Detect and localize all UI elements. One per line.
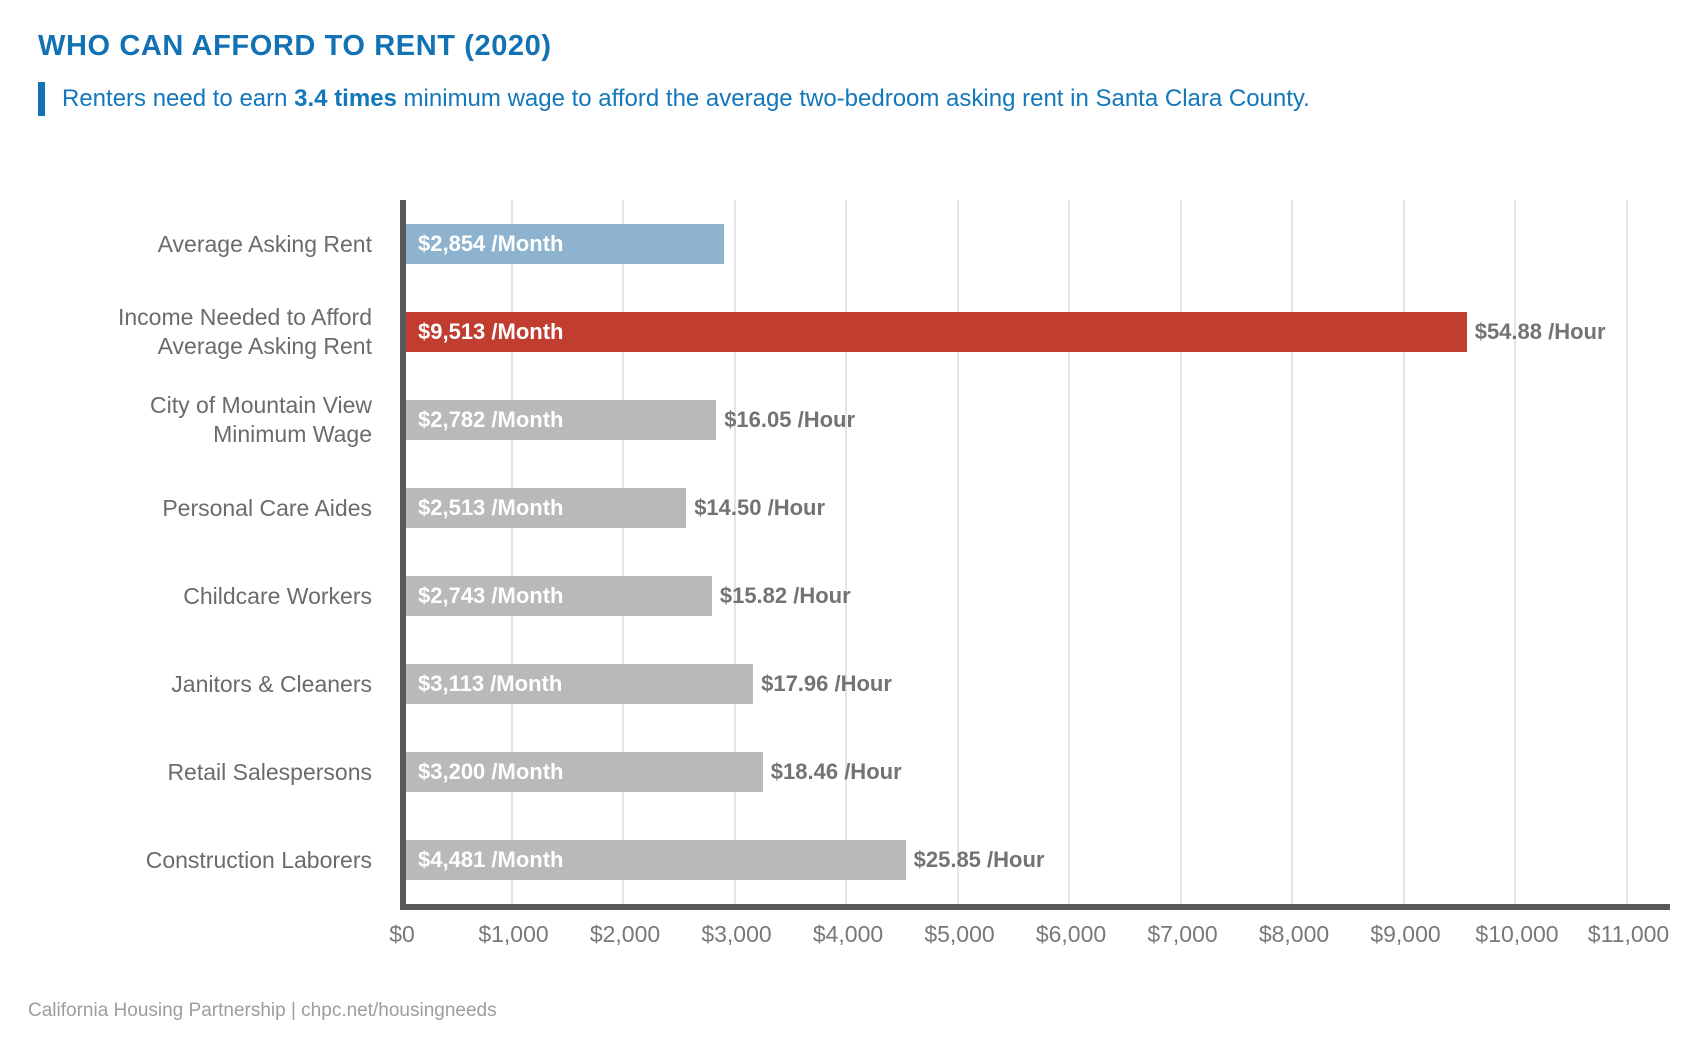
bar-value-label: $4,481 /Month [418,847,564,872]
bar-row: Retail Salespersons $3,200 /Month $18.46 /… [0,728,1693,816]
bar-value-label: $2,782 /Month [418,407,564,432]
bar-value-label: $3,113 /Month [418,671,563,696]
gridline [1402,200,1405,906]
bar-wrap: $2,743 /Month $15.82 /Hour [406,576,1693,616]
hourly-wage-label: $15.82 /Hour [719,583,851,608]
gridline [1179,200,1182,906]
data-bar: $2,782 /Month [406,400,717,440]
hourly-wage-label: $17.96 /Hour [761,671,892,696]
x-axis-tick-label: $4,000 [812,921,884,947]
bar-row: Average Asking Rent $2,854 /Month [0,200,1693,288]
gridline [1291,200,1293,906]
bar-row: Income Needed to Afford Average Asking R… [0,288,1693,376]
bar-wrap: $2,854 /Month [406,224,1693,264]
x-axis-tick-label: $8,000 [1258,921,1330,947]
x-axis-tick-label: $1,000 [478,921,549,947]
data-bar: $3,200 /Month [406,752,763,792]
hourly-wage-label: $14.50 /Hour [694,495,826,520]
subtitle-text-suffix: minimum wage to afford the average two-b… [396,85,1310,112]
bar-chart-plot-area: Average Asking Rent $2,854 /Month Income N… [0,200,1693,910]
source-attribution: California Housing Partnership | chpc.ne… [28,1000,497,1021]
subtitle-multiplier-highlight: 3.4 times [294,85,397,112]
bar-row: City of Mountain View Minimum Wage $2,782… [0,376,1693,464]
x-axis-tick-label: $5,000 [924,921,995,947]
x-axis-tick-label: $11,000 [1587,921,1670,947]
bar-wrap: $4,481 /Month $25.85 /Hour [406,840,1693,880]
data-bar: $2,513 /Month [406,488,687,528]
data-bar: $2,854 /Month [406,224,725,264]
x-axis-tick-label: $6,000 [1035,921,1107,947]
category-label: Retail Salespersons [167,758,372,785]
x-axis-tick-label: $2,000 [589,921,661,947]
category-label: City of Mountain View Minimum Wage [149,392,372,447]
hourly-wage-label: $16.05 /Hour [724,407,856,432]
x-axis-tick-label: $10,000 [1475,921,1559,947]
x-axis-tick-label: $3,000 [701,921,772,947]
gridline [733,200,736,906]
data-bar: $3,113 /Month [406,664,754,704]
data-bar: $9,513 /Month [406,312,1467,352]
hourly-wage-label: $25.85 /Hour [913,847,1045,872]
page-title: WHO CAN AFFORD TO RENT (2020) [38,30,552,62]
x-axis-line [400,904,1670,910]
bar-wrap: $2,513 /Month $14.50 /Hour [406,488,1693,528]
bar-wrap: $3,113 /Month $17.96 /Hour [406,664,1693,704]
chart-subtitle: Renters need to earn 3.4 times minimum w… [38,82,1310,116]
gridline [956,200,959,906]
hourly-wage-label: $54.88 /Hour [1474,319,1606,344]
bar-wrap: $9,513 /Month $54.88 /Hour [406,312,1693,352]
gridline [845,200,847,906]
bar-value-label: $2,854 /Month [418,231,564,256]
gridline [1514,200,1516,906]
x-axis-tick-label: $9,000 [1370,921,1441,947]
x-axis-tick-label: $0 [389,921,415,947]
category-label: Average Asking Rent [157,230,372,257]
bar-wrap: $3,200 /Month $18.46 /Hour [406,752,1693,792]
bar-row: Personal Care Aides $2,513 /Month $14.50 /… [0,464,1693,552]
category-label: Construction Laborers [145,846,372,873]
bar-wrap: $2,782 /Month $16.05 /Hour [406,400,1693,440]
gridline [510,200,513,906]
data-bar: $4,481 /Month [406,840,906,880]
x-axis-tick-label: $7,000 [1147,921,1218,947]
gridline [622,200,624,906]
y-axis-line [400,200,406,910]
data-bar: $2,743 /Month [406,576,712,616]
hourly-wage-label: $18.46 /Hour [770,759,902,784]
gridline [1625,200,1628,906]
bar-row: Construction Laborers $4,481 /Month $25.85… [0,816,1693,904]
bar-value-label: $3,200 /Month [418,759,564,784]
category-label: Income Needed to Afford Average Asking R… [117,304,372,359]
gridline [1068,200,1070,906]
category-label: Personal Care Aides [162,494,372,521]
subtitle-text-prefix: Renters need to earn [62,85,295,112]
category-label: Janitors & Cleaners [171,670,372,697]
category-label: Childcare Workers [183,582,372,609]
bar-row: Janitors & Cleaners $3,113 /Month $17.96 /… [0,640,1693,728]
bar-value-label: $9,513 /Month [418,319,564,344]
bar-value-label: $2,513 /Month [418,495,564,520]
bar-value-label: $2,743 /Month [418,583,564,608]
bar-row: Childcare Workers $2,743 /Month $15.82 /Ho… [0,552,1693,640]
